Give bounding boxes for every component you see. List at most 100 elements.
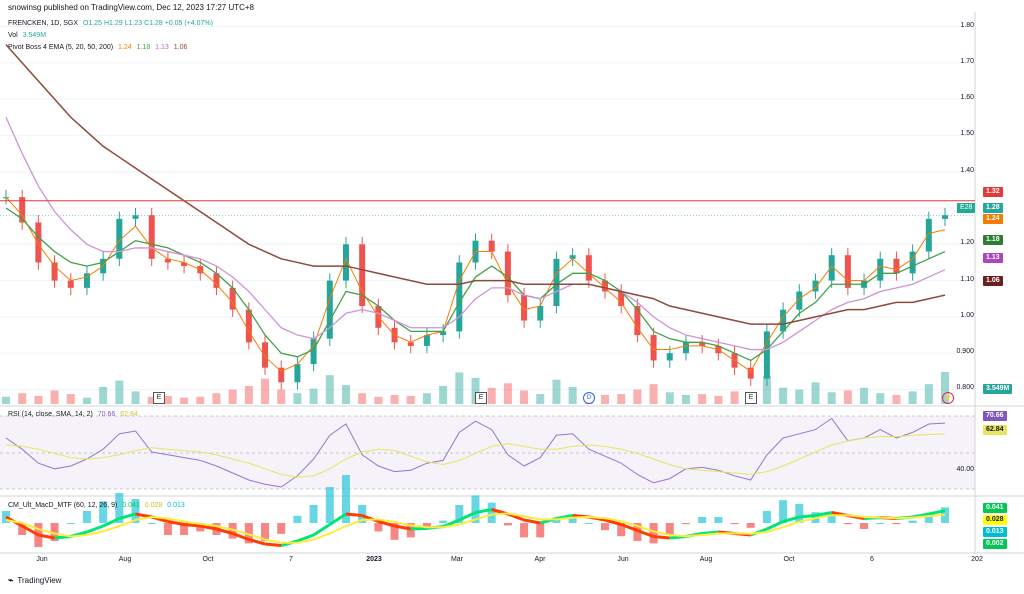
- candle-body: [407, 342, 414, 346]
- footer-label: TradingView: [17, 576, 62, 585]
- macd-line-segment: [556, 514, 573, 520]
- macd-line-segment: [328, 512, 347, 526]
- x-tick: Aug: [699, 556, 713, 563]
- candle-body: [925, 218, 932, 252]
- macd-line-segment: [264, 542, 282, 547]
- volume-bar: [795, 389, 804, 404]
- ohlc-label: O1.25 H1.29 L1.23 C1.28 +0.05 (+4.07%): [82, 20, 213, 27]
- macd-histogram-bar: [309, 505, 318, 523]
- candle-body: [699, 342, 706, 346]
- candle-body: [326, 280, 333, 339]
- macd-histogram-bar: [503, 523, 512, 526]
- volume-bar: [811, 382, 820, 404]
- symbol-label: FRENCKEN, 1D, SGX: [8, 20, 79, 27]
- macd-histogram-bar: [455, 505, 464, 523]
- rsi-value-2: 62.84: [120, 411, 138, 418]
- rsi-band: [0, 416, 975, 489]
- macd-histogram-bar: [439, 520, 448, 523]
- macd-tag-1: 0.041: [983, 503, 1007, 513]
- candle-body: [262, 342, 269, 368]
- volume-bar: [681, 394, 690, 404]
- candle-body: [812, 280, 819, 292]
- macd-line-segment: [604, 518, 622, 526]
- macd-histogram-bar: [536, 523, 545, 538]
- candle-body: [893, 258, 900, 274]
- earnings-marker-2[interactable]: E: [475, 392, 487, 404]
- macd-line-segment: [653, 535, 670, 540]
- candle-body: [747, 367, 754, 379]
- macd-histogram-bar: [908, 520, 917, 523]
- x-tick: 6: [870, 556, 874, 563]
- flash-icon[interactable]: ⚡: [942, 392, 954, 404]
- volume-bar: [487, 387, 496, 404]
- ema-line-50: [5, 116, 946, 351]
- ema50-tag: 1.13: [983, 253, 1003, 263]
- macd-histogram-bar: [746, 523, 755, 528]
- x-tick: Jun: [617, 556, 629, 563]
- macd-line-segment: [702, 530, 719, 535]
- volume-bar: [99, 386, 108, 404]
- volume-bar: [762, 376, 771, 404]
- macd-line-segment: [312, 523, 331, 537]
- candle-body: [650, 335, 657, 361]
- tradingview-footer[interactable]: ⌁ TradingView: [8, 575, 61, 586]
- macd-histogram-bar: [406, 523, 415, 538]
- rsi-ma-line: [5, 433, 946, 478]
- macd-value-1: 0.041: [122, 502, 140, 509]
- volume-bar: [422, 393, 431, 404]
- macd-histogram-bar: [843, 523, 852, 525]
- volume-bar: [860, 387, 869, 404]
- volume-bar: [633, 389, 642, 404]
- macd-legend: CM_Ult_MacD_MTF (60, 12, 26, 9) 0.041 0.…: [8, 502, 188, 509]
- macd-line-segment: [377, 520, 395, 528]
- macd-histogram-bar: [390, 523, 399, 540]
- macd-line-segment: [410, 526, 427, 531]
- macd-histogram-bar: [422, 523, 431, 528]
- candle-body: [148, 215, 155, 259]
- volume-legend: Vol 3.549M: [8, 32, 49, 39]
- volume-bar: [196, 396, 205, 404]
- dividend-marker[interactable]: D: [583, 392, 595, 404]
- volume-bar: [406, 395, 415, 404]
- volume-bar: [439, 385, 448, 404]
- volume-bar: [714, 395, 723, 404]
- volume-bar: [228, 389, 237, 404]
- volume-bar: [18, 393, 27, 404]
- price-tick: 1.80: [960, 21, 974, 29]
- candle-body: [245, 309, 252, 343]
- ema200-value: 1.06: [173, 44, 188, 51]
- x-tick: Mar: [450, 556, 464, 563]
- candle-body: [83, 273, 90, 288]
- ema5-tag: 1.24: [983, 214, 1003, 224]
- resistance-tag: 1.32: [983, 187, 1003, 197]
- macd-line-segment: [458, 511, 477, 522]
- candle-body: [181, 262, 188, 267]
- candle-body: [116, 218, 123, 259]
- macd-histogram-bar: [860, 523, 869, 529]
- earnings-marker-1[interactable]: E: [153, 392, 165, 404]
- volume-bar: [261, 378, 270, 404]
- x-tick: Oct: [202, 556, 214, 563]
- macd-line-segment: [118, 512, 136, 520]
- macd-line-segment: [21, 524, 40, 537]
- price-tick: 0.900: [956, 348, 974, 356]
- earnings-marker-3[interactable]: E: [745, 392, 757, 404]
- volume-bar: [50, 390, 59, 404]
- macd-histogram-bar: [552, 519, 561, 523]
- macd-line-segment: [766, 520, 784, 531]
- candle-body: [618, 291, 625, 306]
- macd-histogram-bar: [601, 523, 610, 531]
- volume-bar: [649, 384, 658, 404]
- candle-body: [585, 255, 592, 281]
- macd-line-segment: [799, 514, 816, 519]
- volume-bar: [520, 390, 529, 404]
- volume-bar: [82, 397, 91, 404]
- macd-line-segment: [345, 512, 363, 517]
- volume-bar: [779, 387, 788, 404]
- x-tick: Oct: [783, 556, 795, 563]
- ema20-tag: 1.18: [983, 235, 1003, 245]
- macd-line-segment: [636, 529, 655, 538]
- macd-histogram-bar: [293, 515, 302, 523]
- close-price-tag: 1.28: [983, 203, 1003, 213]
